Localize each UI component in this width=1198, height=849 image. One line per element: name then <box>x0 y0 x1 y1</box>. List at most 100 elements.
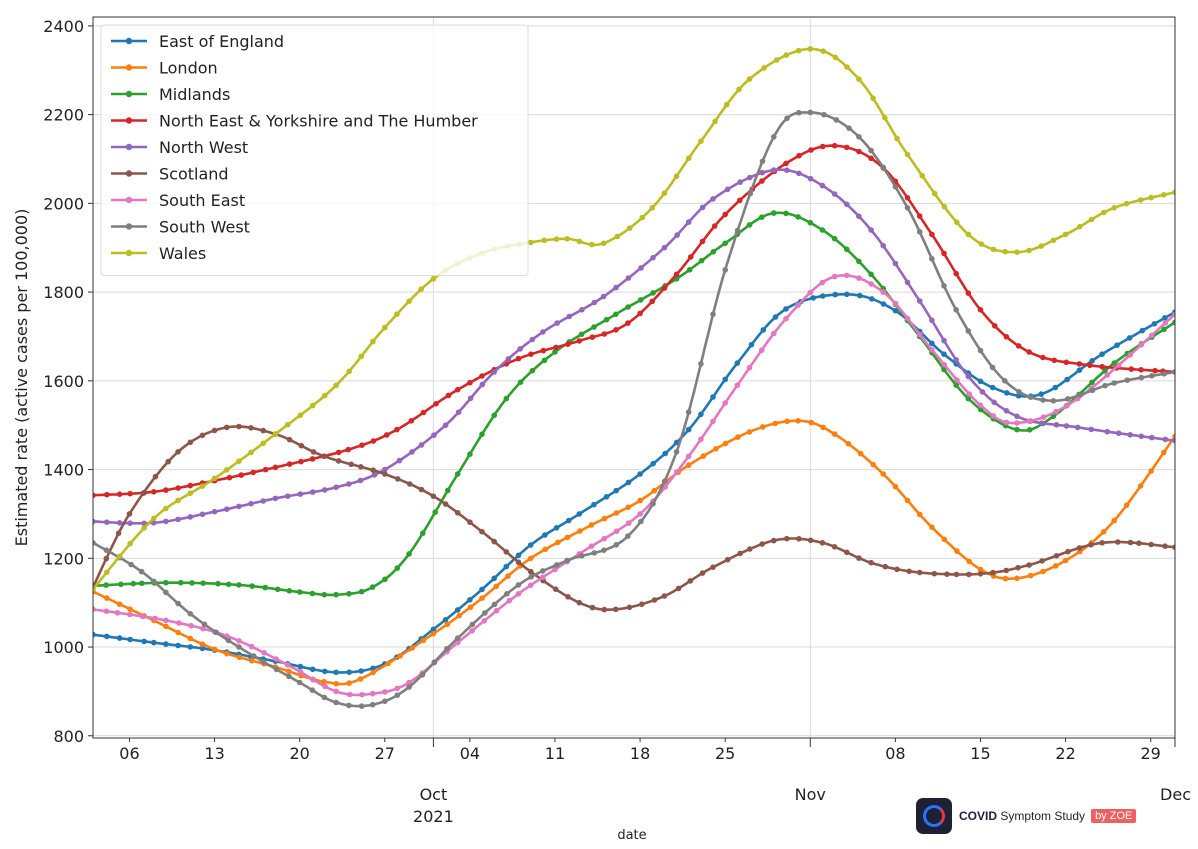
data-point <box>491 369 498 375</box>
data-point <box>1127 352 1133 358</box>
data-point <box>1002 575 1009 582</box>
logo-badge-icon <box>916 798 952 834</box>
data-point <box>333 680 340 687</box>
data-point <box>916 298 923 304</box>
data-point <box>309 489 316 495</box>
data-point <box>346 702 352 709</box>
data-point <box>199 483 206 490</box>
data-point <box>857 450 864 457</box>
data-point <box>856 134 862 140</box>
data-point <box>833 117 840 123</box>
data-point <box>358 703 365 709</box>
data-point <box>650 254 656 261</box>
data-point <box>784 418 790 425</box>
data-point <box>1137 197 1144 203</box>
data-point <box>151 639 157 646</box>
data-point <box>1162 315 1168 321</box>
data-point <box>1127 539 1134 546</box>
data-point <box>138 568 145 575</box>
data-point <box>1014 420 1020 426</box>
data-point <box>588 543 595 549</box>
data-point <box>345 446 352 453</box>
data-point <box>187 439 194 446</box>
legend-item: East of England <box>111 32 284 51</box>
data-point <box>880 242 886 249</box>
data-point <box>542 546 549 553</box>
data-point <box>844 144 850 151</box>
data-point <box>335 458 342 464</box>
data-point <box>384 432 390 438</box>
data-point <box>613 606 619 613</box>
data-point <box>722 211 728 218</box>
data-point <box>965 328 972 334</box>
data-point <box>333 688 339 695</box>
data-point <box>661 478 668 485</box>
data-point <box>432 509 439 515</box>
y-tick-label: 1000 <box>43 638 84 657</box>
data-point <box>335 449 342 456</box>
data-point <box>310 677 317 683</box>
series-north-west <box>93 167 1175 527</box>
data-point <box>1172 319 1175 326</box>
data-point <box>566 517 572 524</box>
data-point <box>591 501 597 508</box>
data-point <box>868 155 874 162</box>
data-point <box>333 669 339 676</box>
data-point <box>772 314 779 320</box>
x-axis: 06 13 20 27 04 11 18 25 08 15 22 29 Oct 2021 Nov Dec <box>119 738 1191 826</box>
data-point <box>187 611 194 617</box>
data-point <box>929 317 935 324</box>
data-point <box>783 315 789 322</box>
legend: East of England London Midlands North East … <box>100 24 529 276</box>
data-point <box>310 449 317 455</box>
data-point <box>104 519 110 525</box>
data-point <box>397 653 404 659</box>
data-point <box>396 457 403 464</box>
data-point <box>199 511 206 518</box>
data-point <box>285 668 292 675</box>
data-point <box>649 205 655 211</box>
data-point <box>552 349 558 355</box>
data-point <box>673 271 680 278</box>
data-point <box>637 511 643 517</box>
data-point <box>236 638 242 644</box>
series-line <box>93 419 1175 686</box>
data-point <box>248 449 254 456</box>
data-point <box>187 514 194 520</box>
data-point <box>625 275 632 281</box>
data-point <box>346 680 352 686</box>
data-point <box>831 431 838 437</box>
data-point <box>93 540 96 546</box>
data-point <box>625 304 631 310</box>
data-point <box>152 473 159 480</box>
data-point <box>737 550 743 557</box>
legend-item: South East <box>111 191 245 210</box>
data-point <box>454 471 461 477</box>
data-point <box>515 559 522 565</box>
data-point <box>1050 237 1057 244</box>
data-point <box>515 355 522 362</box>
data-point <box>503 395 510 402</box>
data-point <box>491 601 498 608</box>
data-point <box>1051 357 1058 364</box>
data-point <box>309 666 316 673</box>
data-point <box>479 431 485 438</box>
data-point <box>93 518 96 525</box>
data-point <box>1038 243 1045 249</box>
data-point <box>1123 200 1130 207</box>
data-point <box>870 95 876 102</box>
data-point <box>735 434 741 440</box>
logo-text: COVID Symptom Study <box>959 809 1086 823</box>
data-point <box>931 570 938 577</box>
data-point <box>321 591 328 598</box>
data-point <box>1076 545 1083 551</box>
data-point <box>795 418 801 424</box>
data-point <box>954 377 960 383</box>
y-tick-label: 1600 <box>43 372 84 391</box>
data-point <box>856 148 862 155</box>
data-point <box>1127 432 1133 438</box>
data-point <box>358 668 365 674</box>
data-point <box>916 229 923 235</box>
data-point <box>273 666 280 673</box>
x-tick-label: 08 <box>885 744 905 763</box>
